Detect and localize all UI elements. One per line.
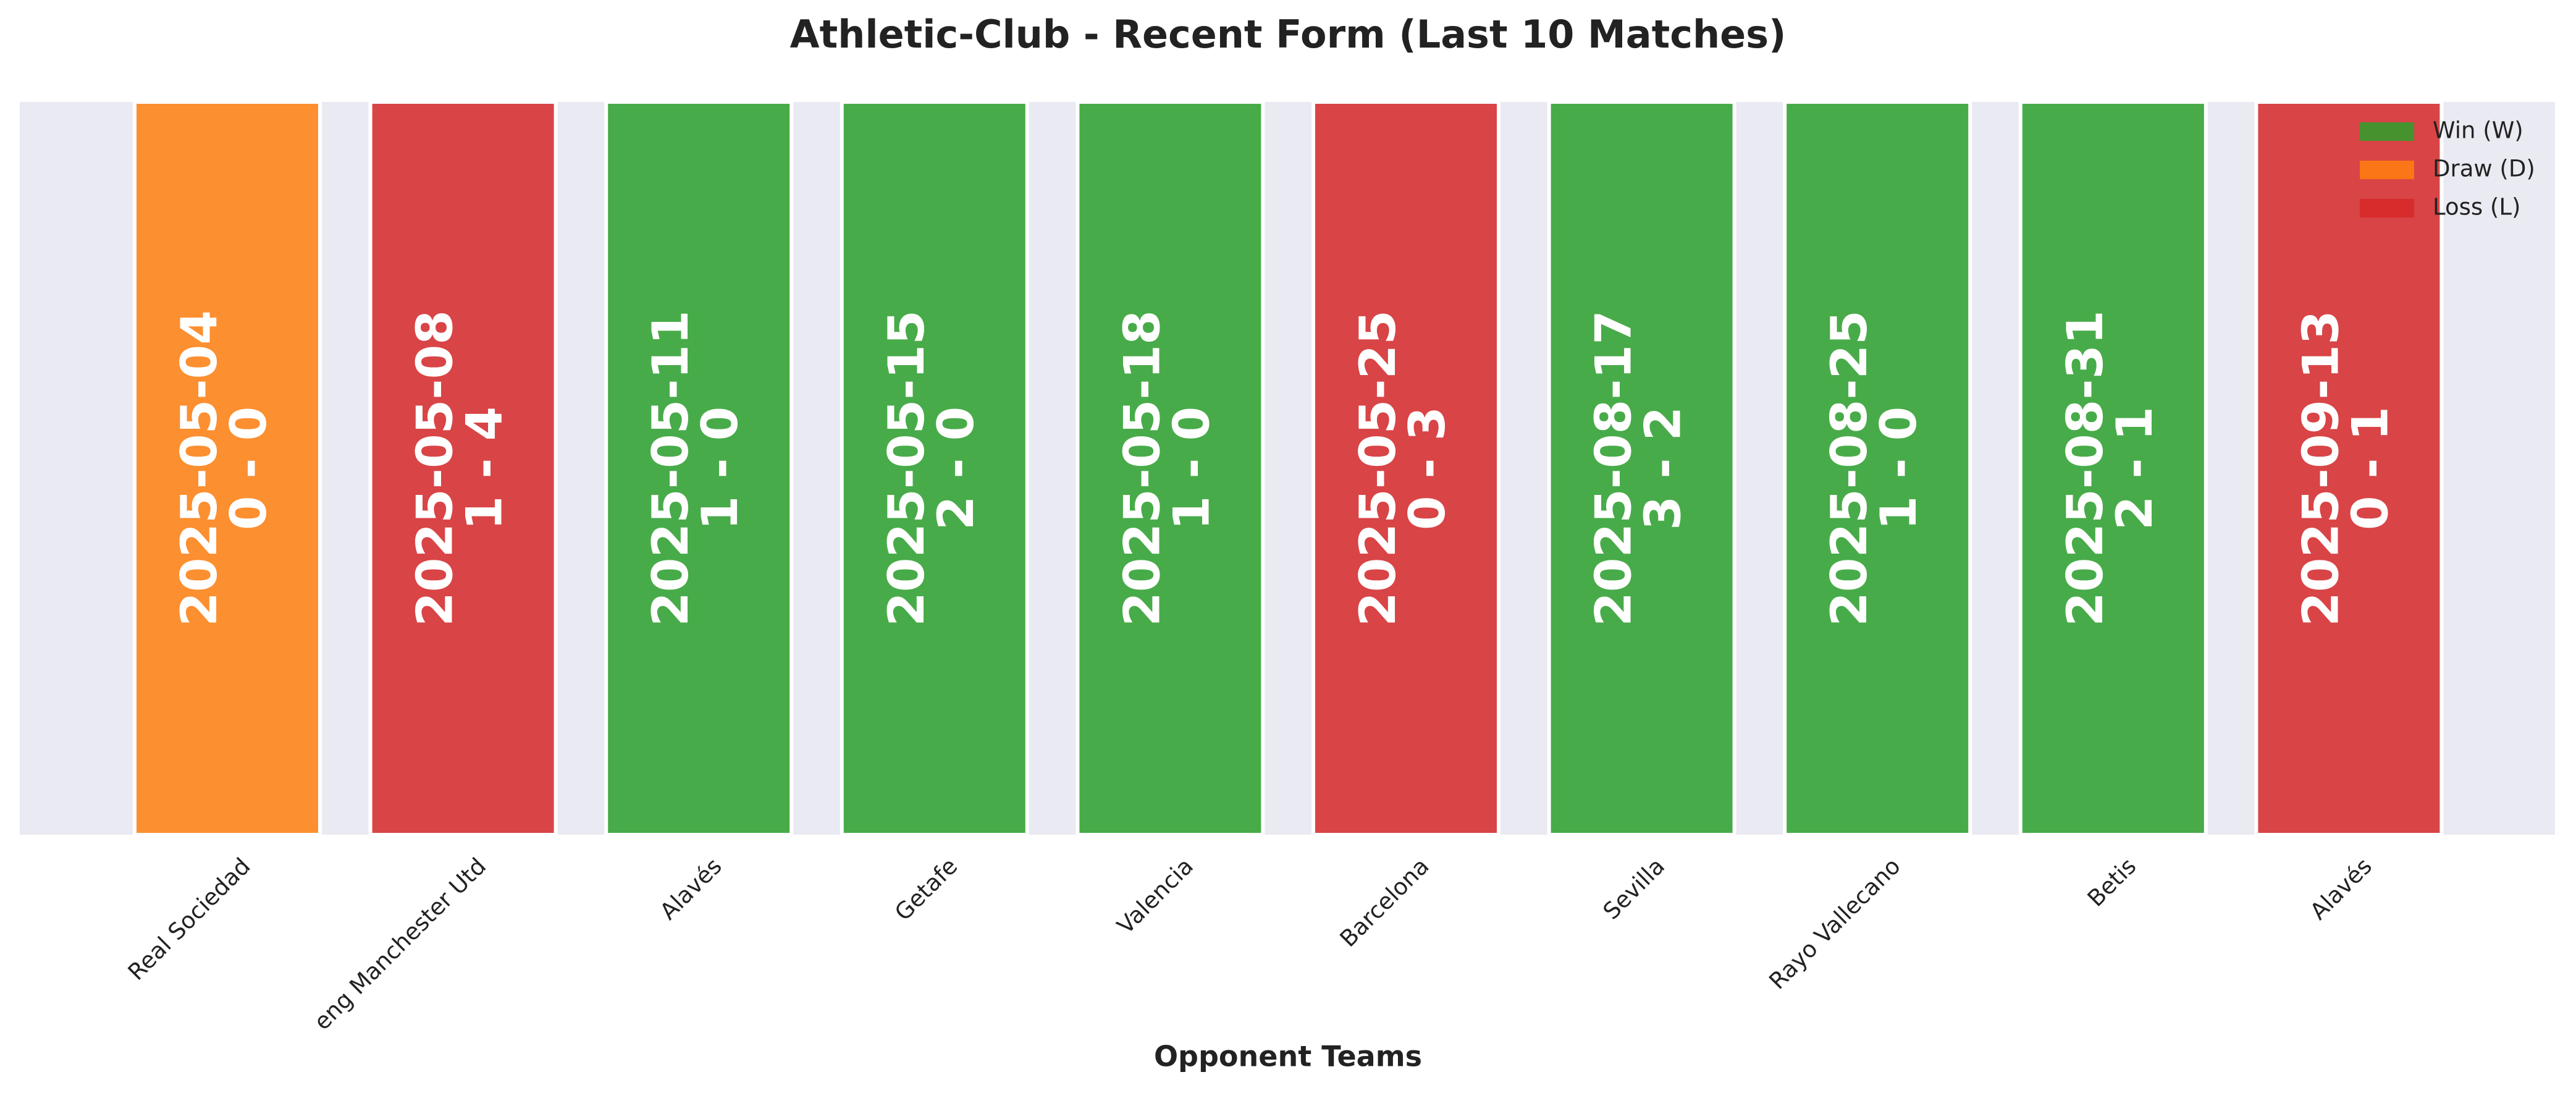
bar-date: 2025-09-13 xyxy=(2292,310,2349,627)
bar-score: 0 - 0 xyxy=(220,407,277,530)
x-tick-label: Sevilla xyxy=(1598,853,1670,924)
x-tick-label: Betis xyxy=(2082,853,2142,912)
bar xyxy=(604,100,794,837)
bar-date: 2025-05-15 xyxy=(878,310,935,627)
x-tick-label: Barcelona xyxy=(1335,853,1434,952)
bar xyxy=(1783,100,1972,837)
x-tick-label: Rayo Vallecano xyxy=(1764,853,1905,994)
bar-date: 2025-08-31 xyxy=(2056,310,2114,627)
bar-date: 2025-05-11 xyxy=(642,310,699,627)
bar xyxy=(840,100,1029,837)
bar-score: 1 - 0 xyxy=(1870,407,1927,530)
bar-date: 2025-05-08 xyxy=(406,310,464,627)
bar-score: 0 - 1 xyxy=(2341,407,2399,530)
bar xyxy=(1311,100,1501,837)
legend-swatch xyxy=(2360,161,2414,179)
x-axis-label: Opponent Teams xyxy=(1154,1040,1422,1073)
legend-swatch xyxy=(2360,199,2414,217)
legend-swatch xyxy=(2360,122,2414,141)
bar-score: 1 - 0 xyxy=(1163,407,1220,530)
bar-score: 0 - 3 xyxy=(1399,407,1456,530)
legend-label: Draw (D) xyxy=(2433,156,2535,182)
bar-score: 2 - 0 xyxy=(927,407,985,530)
bar-score: 1 - 0 xyxy=(691,407,749,530)
chart-title: Athletic-Club - Recent Form (Last 10 Mat… xyxy=(790,12,1787,57)
bar xyxy=(133,100,322,837)
x-tick-label: Alavés xyxy=(655,853,727,925)
bar-date: 2025-08-17 xyxy=(1585,310,1643,627)
bar-date: 2025-05-04 xyxy=(170,310,228,627)
bar-date: 2025-05-18 xyxy=(1113,310,1171,627)
x-tick-label: Valencia xyxy=(1112,853,1198,939)
legend-label: Win (W) xyxy=(2433,117,2523,144)
x-tick-label: eng Manchester Utd xyxy=(309,853,491,1035)
x-tick-label: Alavés xyxy=(2305,853,2377,925)
bar xyxy=(1075,100,1265,837)
bar-date: 2025-08-25 xyxy=(1820,310,1878,627)
bar xyxy=(368,100,558,837)
bar xyxy=(2018,100,2208,837)
bar-score: 2 - 1 xyxy=(2106,407,2163,530)
bar xyxy=(1547,100,1736,837)
x-tick-label: Real Sociedad xyxy=(123,853,256,985)
x-tick-label: Getafe xyxy=(890,853,962,926)
legend-label: Loss (L) xyxy=(2433,194,2520,221)
bar xyxy=(2254,100,2444,837)
bar-score: 3 - 2 xyxy=(1635,407,1692,530)
bar-date: 2025-05-25 xyxy=(1349,310,1407,627)
bar-score: 1 - 4 xyxy=(456,407,513,530)
